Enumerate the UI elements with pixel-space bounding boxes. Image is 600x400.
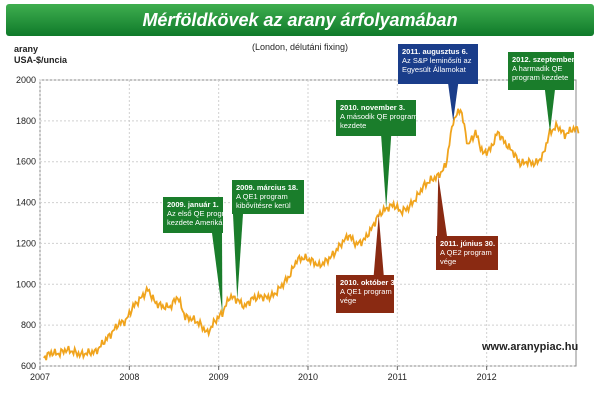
x-tick-label: 2012 bbox=[477, 372, 497, 382]
chart-subtitle: (London, délutáni fixing) bbox=[251, 42, 349, 52]
annotation-line: 2009. március 18. bbox=[236, 183, 298, 192]
annotation-line: A QE1 program bbox=[340, 287, 392, 296]
y-tick-label: 1200 bbox=[16, 238, 36, 248]
annotation-line: kibővítésre kerül bbox=[236, 201, 291, 210]
annotation-box bbox=[336, 100, 416, 136]
annotation-line: 2011. augusztus 6. bbox=[402, 47, 468, 56]
gold-price-line bbox=[43, 108, 580, 361]
annotation-box bbox=[336, 275, 394, 313]
plot-area bbox=[39, 79, 577, 367]
y-tick-label: 1600 bbox=[16, 157, 36, 167]
annotation-line: A harmadik QE bbox=[512, 64, 562, 73]
y-axis-label-line-2: USA-$/uncia bbox=[14, 55, 68, 65]
plot-border bbox=[39, 79, 577, 367]
annotation-line: 2010. november 3. bbox=[340, 103, 405, 112]
series-line bbox=[43, 108, 580, 361]
x-tick-label: 2009 bbox=[209, 372, 229, 382]
y-tick-label: 1400 bbox=[16, 198, 36, 208]
annotation-box bbox=[436, 236, 498, 270]
annotation-callout: 2009. március 18.A QE1 programkibővítésr… bbox=[232, 180, 304, 300]
annotation-line: 2010. október 3. bbox=[340, 278, 397, 287]
annotation-line: kezdete Amerikában bbox=[167, 218, 235, 227]
x-tick-labels: 2007 2008 2009 2010 2011 2012 bbox=[30, 372, 497, 382]
annotation-line: program kezdete bbox=[512, 73, 568, 82]
annotation-pointer bbox=[437, 176, 447, 236]
y-axis-label-line-1: arany bbox=[14, 44, 39, 54]
annotation-line: 2009. január 1. bbox=[167, 200, 219, 209]
y-tick-label: 600 bbox=[21, 361, 36, 371]
annotation-box bbox=[232, 180, 304, 214]
annotation-pointer bbox=[373, 214, 384, 275]
y-tick-label: 1000 bbox=[16, 279, 36, 289]
y-tick-label: 800 bbox=[21, 320, 36, 330]
y-tick-labels: 600 800 1000 1200 1400 1600 1800 2000 bbox=[16, 75, 36, 371]
annotation-line: Egyesült Államokat bbox=[402, 65, 467, 74]
x-tick-label: 2011 bbox=[388, 372, 407, 382]
y-axis-label: arany USA-$/uncia bbox=[14, 44, 67, 66]
annotation-line: 2011. június 30. bbox=[440, 239, 495, 248]
annotation-callout: 2010. november 3.A második QE programkez… bbox=[336, 100, 418, 209]
annotation-line: Az első QE program bbox=[167, 209, 235, 218]
annotation-line: A QE2 program bbox=[440, 248, 492, 257]
x-tick-label: 2007 bbox=[30, 372, 50, 382]
annotation-line: vége bbox=[340, 296, 356, 305]
annotation-box bbox=[163, 197, 223, 233]
annotation-line: Az S&P leminősíti az bbox=[402, 56, 472, 65]
annotation-callout: 2009. január 1.Az első QE programkezdete… bbox=[163, 197, 235, 313]
annotation-pointer bbox=[233, 214, 243, 300]
annotation-pointer bbox=[381, 136, 392, 209]
watermark: www.aranypiac.hu bbox=[481, 341, 578, 353]
annotations: 2009. január 1.Az első QE programkezdete… bbox=[163, 44, 587, 313]
annotation-box bbox=[508, 52, 574, 90]
annotation-callout: 2011. augusztus 6.Az S&P leminősíti azEg… bbox=[398, 44, 478, 121]
chart-title: Mérföldkövek az arany árfolyamában bbox=[142, 10, 458, 30]
annotation-line: 2012. szeptember 13. bbox=[512, 55, 587, 64]
annotation-pointer bbox=[544, 90, 555, 133]
grid-lines bbox=[39, 79, 576, 370]
x-tick-label: 2010 bbox=[298, 372, 318, 382]
annotation-pointer bbox=[212, 233, 223, 313]
y-tick-label: 1800 bbox=[16, 116, 36, 126]
annotation-callout: 2012. szeptember 13.A harmadik QEprogram… bbox=[508, 52, 587, 133]
annotation-line: A QE1 program bbox=[236, 192, 288, 201]
annotation-box bbox=[398, 44, 478, 84]
annotation-line: A második QE program bbox=[340, 112, 418, 121]
annotation-pointer bbox=[448, 84, 459, 121]
y-tick-label: 2000 bbox=[16, 75, 36, 85]
title-bar: Mérföldkövek az arany árfolyamában bbox=[6, 4, 594, 36]
annotation-line: vége bbox=[440, 257, 456, 266]
annotation-line: kezdete bbox=[340, 121, 366, 130]
x-tick-label: 2008 bbox=[119, 372, 139, 382]
